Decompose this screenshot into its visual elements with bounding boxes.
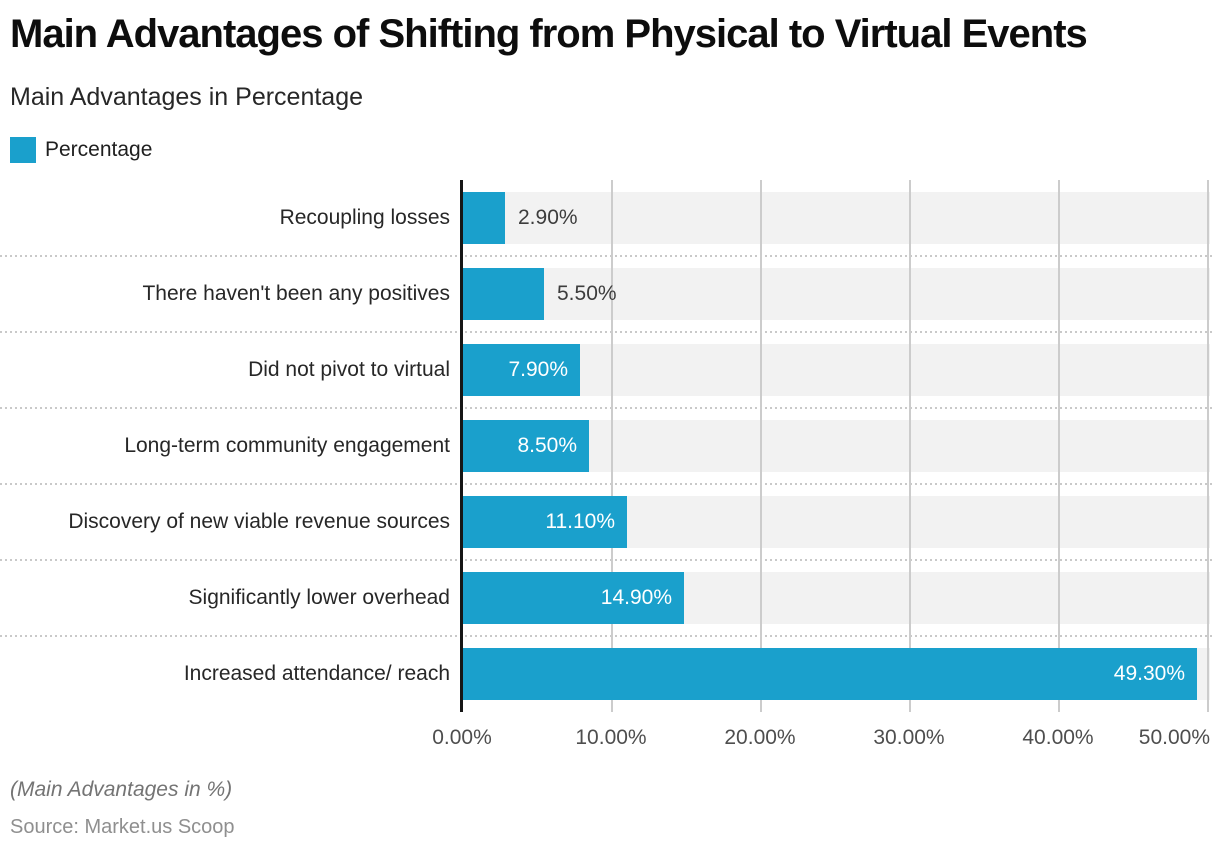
row-separator	[0, 331, 1213, 333]
legend-label: Percentage	[45, 138, 153, 161]
gridline	[909, 180, 911, 712]
bar	[462, 192, 505, 244]
value-label: 7.90%	[508, 358, 568, 381]
chart-row: Recoupling losses 2.90%	[0, 180, 1210, 256]
row-band	[462, 268, 1210, 320]
legend-swatch	[10, 137, 36, 163]
row-separator	[0, 483, 1213, 485]
gridline	[1207, 180, 1209, 712]
chart-area: Recoupling losses 2.90% There haven't been…	[0, 180, 1220, 780]
chart-subtitle: Main Advantages in Percentage	[10, 83, 364, 111]
value-label: 11.10%	[545, 510, 615, 533]
value-label: 14.90%	[600, 586, 672, 609]
category-label: Recoupling losses	[279, 206, 450, 229]
category-label: Increased attendance/ reach	[183, 662, 450, 685]
chart-row: Did not pivot to virtual 7.90%	[0, 332, 1210, 408]
x-tick-label: 0.00%	[432, 726, 492, 749]
category-label: Did not pivot to virtual	[248, 358, 450, 381]
chart-row: Increased attendance/ reach 49.30%	[0, 636, 1210, 712]
source-credit: Source: Market.us Scoop	[10, 816, 235, 838]
bar	[462, 268, 544, 320]
x-tick-label: 40.00%	[1022, 726, 1094, 749]
chart-row: Long-term community engagement 8.50%	[0, 408, 1210, 484]
bar: 8.50%	[462, 420, 589, 472]
x-tick-label: 20.00%	[724, 726, 796, 749]
bar: 7.90%	[462, 344, 580, 396]
footnote: (Main Advantages in %)	[10, 778, 233, 801]
bar: 11.10%	[462, 496, 627, 548]
x-tick-label: 30.00%	[873, 726, 945, 749]
category-label: There haven't been any positives	[142, 282, 450, 305]
category-label: Significantly lower overhead	[188, 586, 450, 609]
row-separator	[0, 255, 1213, 257]
x-tick-label: 10.00%	[575, 726, 647, 749]
value-label: 8.50%	[517, 434, 577, 457]
category-label: Long-term community engagement	[124, 434, 450, 457]
value-label: 2.90%	[518, 206, 578, 229]
value-label: 5.50%	[557, 282, 617, 305]
row-band	[462, 344, 1210, 396]
gridline	[611, 180, 613, 712]
bar: 49.30%	[462, 648, 1197, 700]
bar: 14.90%	[462, 572, 684, 624]
chart-row: Discovery of new viable revenue sources 1…	[0, 484, 1210, 560]
y-axis-line	[460, 180, 463, 712]
row-band	[462, 192, 1210, 244]
x-axis: 0.00% 10.00% 20.00% 30.00% 40.00% 50.00%	[0, 726, 1220, 758]
row-separator	[0, 635, 1213, 637]
x-tick-label: 50.00%	[1138, 726, 1210, 749]
gridline	[760, 180, 762, 712]
category-label: Discovery of new viable revenue sources	[68, 510, 450, 533]
rows: Recoupling losses 2.90% There haven't been…	[0, 180, 1213, 712]
chart-row: There haven't been any positives 5.50%	[0, 256, 1210, 332]
row-separator	[0, 559, 1213, 561]
chart-row: Significantly lower overhead 14.90%	[0, 560, 1210, 636]
gridline	[1058, 180, 1060, 712]
page-title: Main Advantages of Shifting from Physica…	[10, 12, 1088, 56]
legend: Percentage	[10, 137, 152, 163]
value-label: 49.30%	[1113, 662, 1185, 685]
row-separator	[0, 407, 1213, 409]
